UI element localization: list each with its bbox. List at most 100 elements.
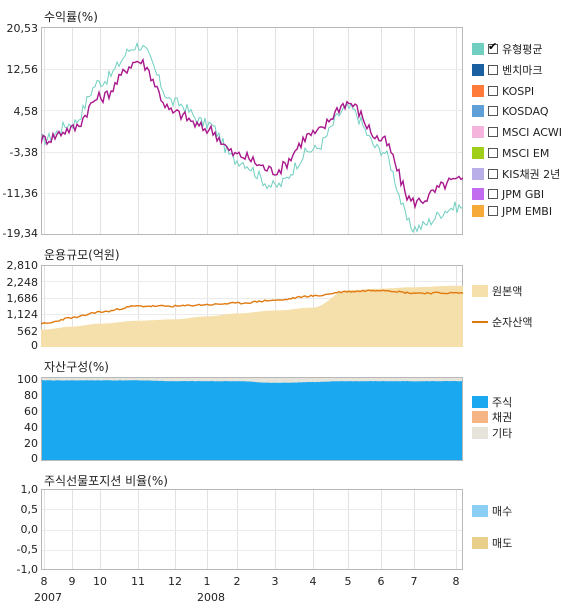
legend-label: 순자산액 [492,316,533,329]
y-tick-label: 1,0 [20,483,39,496]
asset-mix-plot-area [41,377,463,461]
series-line [41,41,463,234]
legend-checkbox[interactable] [488,65,498,75]
legend-item-stock: 주식 [472,394,512,410]
legend-label: 원본액 [492,285,523,298]
y-tick-label: 60 [24,405,38,418]
futures-plot-area [41,489,463,570]
legend-label: KOSDAQ [502,104,549,118]
y-tick-label: 12,56 [6,63,39,76]
legend-item-jpm-gbi[interactable]: JPM GBI [472,186,544,202]
legend-label: 매수 [492,505,513,518]
y-tick-label: 20,53 [6,22,39,35]
legend-item-buy: 매수 [472,503,512,519]
y-tick-label: 0 [31,339,38,352]
y-tick-label: 20 [24,437,38,450]
legend-item-principal: 원본액 [472,283,522,299]
legend-checkbox[interactable] [488,127,498,137]
y-tick-label: -0,5 [16,543,38,556]
legend-label: 주식 [492,396,513,409]
legend-item-msci-em[interactable]: MSCI EM [472,145,549,161]
legend-label: 유형평균 [502,43,543,56]
legend-item-sell: 매도 [472,535,512,551]
legend-checkbox[interactable] [488,189,498,199]
x-year-label: 2008 [197,591,225,604]
asset-mix-chart-title: 자산구성(%) [44,360,109,374]
legend-swatch [472,537,488,549]
returns-plot-area [41,27,463,235]
legend-swatch [472,427,488,439]
y-tick-label: -19,34 [2,227,38,240]
legend-swatch [472,43,484,55]
legend-item-msci-acwi[interactable]: MSCI ACWI [472,124,562,140]
y-tick-label: 1,124 [6,308,39,321]
futures-position-chart-title: 주식선물포지션 비율(%) [44,474,168,488]
legend-item-benchmark[interactable]: 벤치마크 [472,62,542,78]
legend-checkbox[interactable] [488,148,498,158]
legend-checkbox[interactable] [488,40,498,54]
series-line [41,289,463,325]
legend-checkbox[interactable] [488,106,498,116]
legend-label: 기타 [492,427,513,440]
legend-swatch-line [472,321,488,323]
legend-label: 채권 [492,411,513,424]
x-tick-label: 4 [309,575,317,588]
fund-size-chart-title: 운용규모(억원) [44,248,120,262]
x-tick-label: 8 [40,575,48,588]
x-tick-label: 11 [131,575,145,588]
legend-swatch [472,411,488,423]
y-tick-label: -3,38 [9,146,38,159]
legend-swatch [472,64,484,76]
x-tick-label: 1 [203,575,211,588]
y-tick-label: 80 [24,389,38,402]
legend-item-kis-bond[interactable]: KIS채권 2년 [472,166,560,182]
series-area [41,285,463,347]
legend-label: MSCI EM [502,146,550,160]
series-line [41,57,463,210]
x-tick-label: 5 [344,575,352,588]
plot-frame [41,489,463,570]
legend-label: JPM EMBI [502,204,553,218]
x-tick-label: 10 [93,575,107,588]
fund-size-plot-area [41,265,463,347]
y-tick-label: 4,58 [13,105,39,118]
legend-label: KIS채권 2년 [502,168,561,181]
y-tick-label: 40 [24,421,38,434]
legend-item-jpm-embi[interactable]: JPM EMBI [472,203,552,219]
legend-item-net-asset: 순자산액 [472,314,532,330]
y-tick-label: 0,5 [20,503,39,516]
x-tick-label: 3 [271,575,279,588]
legend-swatch [472,505,488,517]
legend-checkbox[interactable] [488,206,498,216]
y-tick-label: 0 [31,452,38,465]
legend-item-peer-average[interactable]: 유형평균 [472,40,543,57]
legend-swatch [472,85,484,97]
legend-label: JPM GBI [502,187,545,201]
legend-swatch [472,205,484,217]
legend-item-other: 기타 [472,425,512,441]
legend-label: KOSPI [502,84,535,98]
legend-label: 매도 [492,537,513,550]
x-tick-label: 12 [168,575,182,588]
x-tick-label: 6 [377,575,385,588]
legend-checkbox[interactable] [488,169,498,179]
legend-item-bond: 채권 [472,409,512,425]
series-area [42,380,462,460]
legend-swatch [472,147,484,159]
y-tick-label: 2,810 [6,259,39,272]
legend-swatch [472,168,484,180]
x-tick-label: 9 [68,575,76,588]
x-tick-label: 7 [410,575,418,588]
legend-item-kosdaq[interactable]: KOSDAQ [472,103,549,119]
x-tick-label: 2 [233,575,241,588]
legend-swatch [472,105,484,117]
y-tick-label: 0,0 [20,523,39,536]
y-tick-label: 100 [17,373,38,386]
y-tick-label: 2,248 [6,276,39,289]
legend-item-kospi[interactable]: KOSPI [472,83,534,99]
legend-swatch [472,285,488,297]
returns-chart-title: 수익률(%) [44,10,98,24]
plot-frame [41,27,463,235]
legend-label: 벤치마크 [502,64,543,77]
legend-checkbox[interactable] [488,86,498,96]
